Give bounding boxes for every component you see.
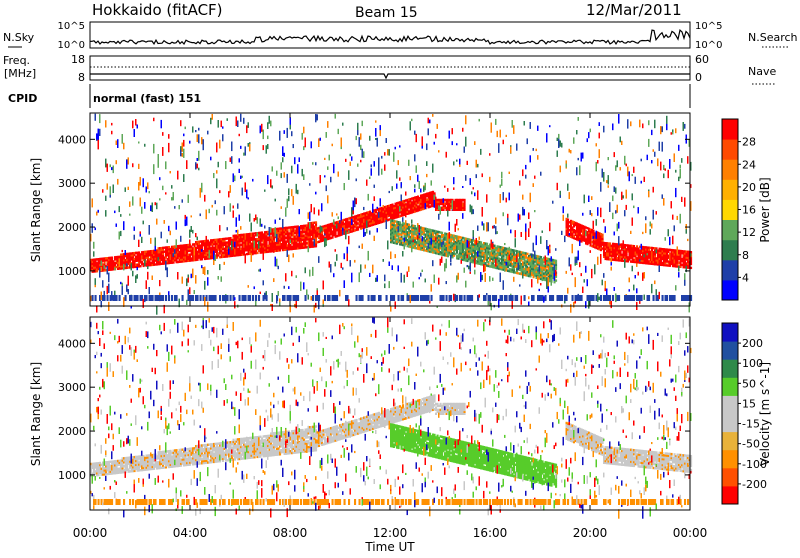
colorbar-segment — [722, 395, 738, 414]
power-colorbar-label: Power [dB] — [758, 177, 772, 242]
colorbar-tick-label: 50 — [742, 377, 756, 390]
noise-tick-top-right: 10^5 — [695, 21, 722, 32]
x-tick-label: 00:00 — [673, 526, 708, 540]
power-data — [90, 114, 692, 315]
colorbar-segment — [722, 220, 738, 241]
cpid-label: CPID — [8, 92, 37, 105]
colorbar-segment — [722, 119, 738, 140]
colorbar-segment — [722, 240, 738, 261]
colorbar-segment — [722, 199, 738, 220]
freq-line — [90, 74, 690, 78]
noise-panel: N.Sky 10^5 10^0 10^5 10^0 N.Search — [3, 21, 798, 51]
colorbar-tick-label: -200 — [742, 478, 767, 491]
colorbar-segment — [722, 139, 738, 160]
freq-panel: Freq. [MHz] 18 8 60 0 Nave — [3, 53, 776, 84]
colorbar-tick-label: 24 — [742, 158, 756, 171]
colorbar-tick-label: 20 — [742, 181, 756, 194]
colorbar-segment — [722, 341, 738, 360]
freq-tick-8: 8 — [78, 71, 85, 84]
date-title: 12/Mar/2011 — [586, 1, 682, 19]
colorbar-tick-label: 16 — [742, 204, 756, 217]
noise-tick-top-left: 10^5 — [58, 21, 85, 32]
colorbar-segment — [722, 280, 738, 301]
power-ylabel: Slant Range [km] — [29, 158, 43, 262]
x-tick-label: 04:00 — [173, 526, 208, 540]
colorbar-tick-label: 12 — [742, 226, 756, 239]
x-tick-label: 16:00 — [473, 526, 508, 540]
noise-left-label: N.Sky — [3, 31, 35, 44]
velocity-ylabel: Slant Range [km] — [29, 362, 43, 466]
colorbar-tick-label: 28 — [742, 136, 756, 149]
noise-right-label: N.Search — [748, 31, 798, 44]
colorbar-segment — [722, 414, 738, 433]
velocity-colorbar-label: Velocity [m s^-1] — [758, 362, 772, 466]
x-tick-label: 00:00 — [73, 526, 108, 540]
colorbar-tick-label: 200 — [742, 337, 763, 350]
x-tick-label: 12:00 — [373, 526, 408, 540]
beam-title: Beam 15 — [355, 5, 418, 21]
power-panel: 4000 3000 2000 1000 Slant Range [km] 28 24 20… — [29, 113, 772, 315]
nave-tick-0: 0 — [695, 71, 702, 84]
nave-label: Nave — [748, 65, 776, 78]
velocity-data — [90, 318, 692, 519]
nave-tick-60: 60 — [695, 53, 709, 66]
colorbar-segment — [722, 450, 738, 469]
cpid-panel: CPID normal (fast) 151 — [8, 84, 690, 108]
noise-tick-bottom-left: 10^0 — [58, 40, 85, 51]
colorbar-tick-label: 4 — [742, 271, 749, 284]
colorbar-segment — [722, 179, 738, 200]
y-tick-label: 1000 — [58, 265, 86, 278]
x-tick-label: 08:00 — [273, 526, 308, 540]
x-tick-label: 20:00 — [573, 526, 608, 540]
noise-tick-bottom-right: 10^0 — [695, 40, 722, 51]
noise-sky-line — [90, 30, 690, 44]
y-tick-label: 4000 — [58, 337, 86, 350]
colorbar-segment — [722, 468, 738, 487]
colorbar-tick-label: 8 — [742, 249, 749, 262]
colorbar-segment — [722, 323, 738, 342]
cpid-mode: normal (fast) 151 — [93, 92, 201, 105]
colorbar-segment — [722, 159, 738, 180]
y-tick-label: 2000 — [58, 425, 86, 438]
freq-label-1: Freq. — [3, 54, 30, 67]
x-axis-label: Time UT — [364, 540, 415, 554]
colorbar-segment — [722, 486, 738, 505]
colorbar-segment — [722, 359, 738, 378]
colorbar-segment — [722, 377, 738, 396]
y-tick-label: 1000 — [58, 469, 86, 482]
y-tick-label: 3000 — [58, 381, 86, 394]
power-colorbar: 28 24 20 16 12 8 4 — [722, 119, 756, 301]
y-tick-label: 2000 — [58, 221, 86, 234]
freq-tick-18: 18 — [71, 53, 85, 66]
colorbar-tick-label: 15 — [742, 397, 756, 410]
colorbar-segment — [722, 432, 738, 451]
colorbar-segment — [722, 260, 738, 281]
freq-label-2: [MHz] — [4, 67, 36, 80]
y-tick-label: 4000 — [58, 133, 86, 146]
y-tick-label: 3000 — [58, 177, 86, 190]
station-title: Hokkaido (fitACF) — [92, 1, 223, 19]
